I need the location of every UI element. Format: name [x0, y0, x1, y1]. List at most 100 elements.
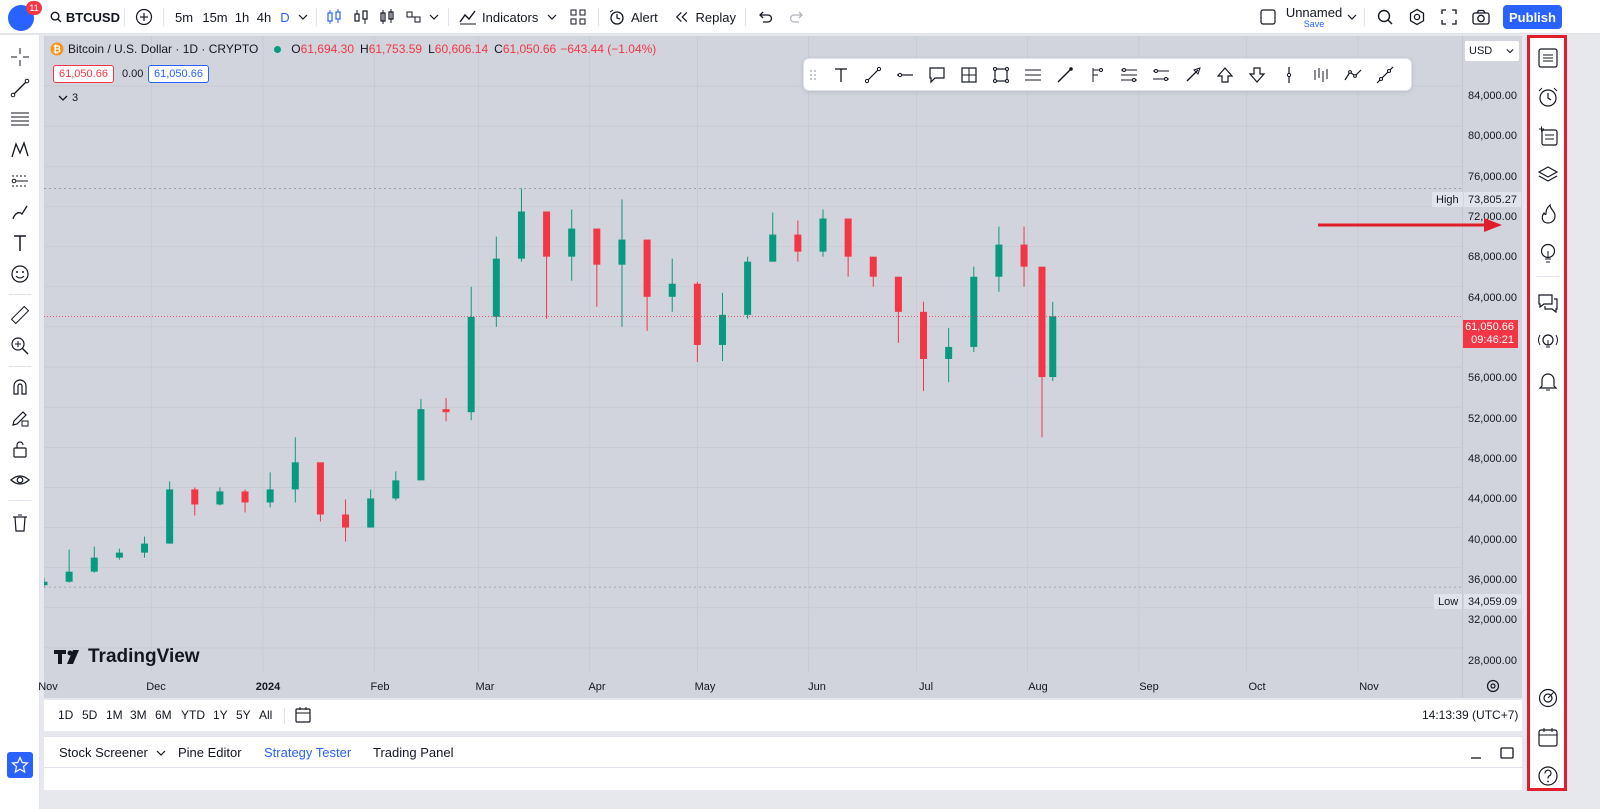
alert-button[interactable]: Alert: [608, 0, 664, 34]
timezone-clock[interactable]: 14:13:39 (UTC+7): [1422, 708, 1519, 722]
fav-vertical-line-tool[interactable]: [1278, 64, 1300, 86]
emoji-tool[interactable]: [8, 262, 32, 286]
range-6m[interactable]: 6M: [155, 708, 172, 722]
symbol-search-button[interactable]: BTCUSD: [50, 0, 120, 34]
watchlist-button[interactable]: [1536, 46, 1560, 70]
redo-button[interactable]: [786, 0, 808, 34]
chart-type-candles-button[interactable]: [324, 0, 344, 34]
lock-drawings-tool[interactable]: [8, 437, 32, 461]
measure-tool[interactable]: [8, 303, 32, 327]
hide-drawings-tool[interactable]: [8, 468, 32, 492]
chats-button[interactable]: [1536, 291, 1560, 315]
object-tree-button[interactable]: [1536, 124, 1560, 148]
fav-path-tool[interactable]: [1342, 64, 1364, 86]
chart-type-heikin-button[interactable]: [402, 0, 426, 34]
drag-handle[interactable]: [808, 64, 818, 86]
streams-button[interactable]: [1536, 330, 1560, 354]
fav-extended-line-tool[interactable]: [1374, 64, 1396, 86]
fav-arrow-tool[interactable]: [1182, 64, 1204, 86]
interval-15m[interactable]: 15m: [202, 9, 228, 25]
interval-5m[interactable]: 5m: [174, 9, 194, 25]
range-3m[interactable]: 3M: [130, 708, 147, 722]
interval-1h[interactable]: 1h: [234, 9, 250, 25]
layers-button[interactable]: [1536, 163, 1560, 187]
magnet-tool[interactable]: [8, 375, 32, 399]
pattern-tool[interactable]: [8, 138, 32, 162]
range-5y[interactable]: 5Y: [236, 708, 251, 722]
range-all[interactable]: All: [259, 708, 273, 722]
interval-4h[interactable]: 4h: [256, 9, 272, 25]
layout-select-button[interactable]: [1256, 0, 1280, 34]
fav-arrow-marker-tool[interactable]: [1054, 64, 1076, 86]
stay-in-drawing-tool[interactable]: [8, 406, 32, 430]
layout-dropdown[interactable]: [1346, 0, 1358, 34]
trend-line-tool[interactable]: [8, 76, 32, 100]
price-chart[interactable]: [44, 36, 1522, 698]
range-5d[interactable]: 5D: [82, 708, 98, 722]
range-1m[interactable]: 1M: [106, 708, 123, 722]
quick-search-button[interactable]: [1373, 0, 1397, 34]
calendar-button[interactable]: [1536, 725, 1560, 749]
fav-text-tool[interactable]: [830, 64, 852, 86]
currency-select[interactable]: USD: [1464, 40, 1520, 62]
replay-button[interactable]: Replay: [674, 0, 736, 34]
fav-rectangle-tool[interactable]: [990, 64, 1012, 86]
fav-arrow-up-tool[interactable]: [1214, 64, 1236, 86]
text-tool[interactable]: [8, 231, 32, 255]
indicators-collapse-toggle[interactable]: 3: [58, 92, 78, 104]
publish-button[interactable]: Publish: [1503, 5, 1562, 29]
maximize-panel-button[interactable]: [1499, 745, 1515, 761]
fav-price-range-tool[interactable]: [958, 64, 980, 86]
fav-trend-line-tool[interactable]: [862, 64, 884, 86]
ideas-button[interactable]: [1536, 241, 1560, 265]
interval-d[interactable]: D: [280, 9, 290, 25]
favorites-button[interactable]: [7, 752, 33, 778]
go-to-date-button[interactable]: [294, 706, 312, 724]
indicators-button[interactable]: Indicators: [458, 0, 540, 34]
tab-strategy-tester[interactable]: Strategy Tester: [264, 745, 352, 760]
zoom-tool[interactable]: [8, 334, 32, 358]
fav-range-tool[interactable]: [1150, 64, 1172, 86]
tab-stock-screener[interactable]: Stock Screener: [59, 745, 166, 760]
templates-button[interactable]: [566, 0, 590, 34]
fav-arrow-down-tool[interactable]: [1246, 64, 1268, 86]
fav-callout-tool[interactable]: [926, 64, 948, 86]
help-button[interactable]: [1536, 764, 1560, 788]
tab-pine-editor[interactable]: Pine Editor: [178, 745, 242, 760]
chart-type-bars-button[interactable]: [376, 0, 398, 34]
fav-parallel-channel-tool[interactable]: [1022, 64, 1044, 86]
undo-button[interactable]: [754, 0, 776, 34]
fav-horizontal-ray-tool[interactable]: [894, 64, 916, 86]
fav-pitchfork-tool[interactable]: [1086, 64, 1108, 86]
save-layout-button[interactable]: Unnamed Save: [1284, 0, 1344, 34]
hotlists-button[interactable]: [1536, 202, 1560, 226]
snapshot-button[interactable]: [1469, 0, 1493, 34]
indicators-dropdown[interactable]: [545, 0, 559, 34]
fav-bars-pattern-tool[interactable]: [1310, 64, 1332, 86]
range-ytd[interactable]: YTD: [181, 708, 205, 722]
tab-trading-panel[interactable]: Trading Panel: [373, 745, 454, 760]
notifications-button[interactable]: [1536, 369, 1560, 393]
chart-type-hollow-button[interactable]: [350, 0, 372, 34]
alerts-button[interactable]: [1536, 85, 1560, 109]
prediction-tool[interactable]: [8, 169, 32, 193]
settings-button[interactable]: [1405, 0, 1429, 34]
sell-price-button[interactable]: 61,050.66: [53, 65, 114, 83]
fav-fib-channel-tool[interactable]: [1118, 64, 1140, 86]
range-1y[interactable]: 1Y: [213, 708, 228, 722]
interval-dropdown[interactable]: [296, 0, 310, 34]
chart-type-dropdown[interactable]: [428, 0, 440, 34]
range-1d[interactable]: 1D: [58, 708, 74, 722]
crosshair-tool[interactable]: [8, 45, 32, 69]
compare-symbol-button[interactable]: [133, 0, 155, 34]
minimize-panel-button[interactable]: [1468, 745, 1484, 761]
buy-price-button[interactable]: 61,050.66: [148, 65, 209, 83]
brush-tool[interactable]: [8, 200, 32, 224]
remove-drawings-tool[interactable]: [8, 511, 32, 535]
fullscreen-button[interactable]: [1437, 0, 1461, 34]
horizontal-ray-icon: [897, 72, 913, 78]
trading-panel-button[interactable]: [1536, 686, 1560, 710]
fib-tool[interactable]: [8, 107, 32, 131]
chart-settings-button[interactable]: [1486, 679, 1500, 693]
